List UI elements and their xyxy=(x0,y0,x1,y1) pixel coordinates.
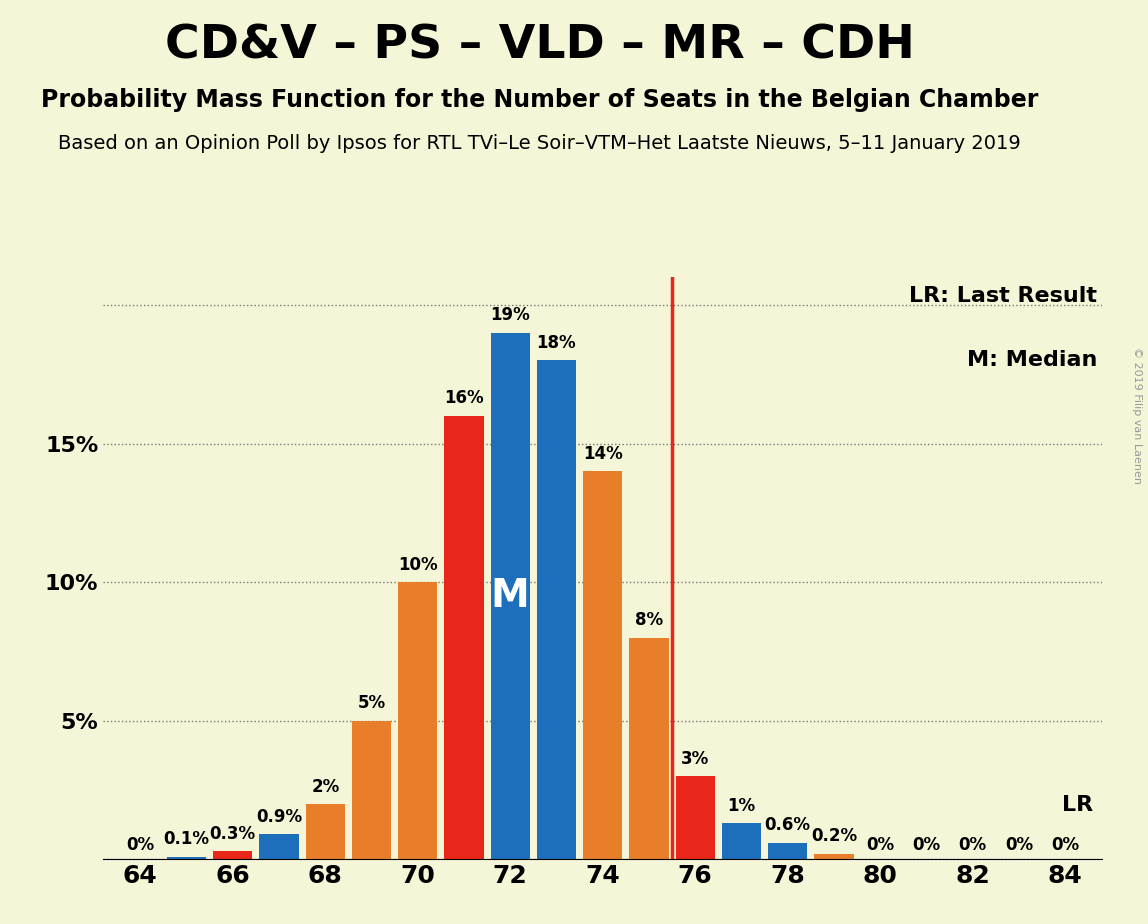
Text: 0%: 0% xyxy=(959,836,986,855)
Text: 16%: 16% xyxy=(444,390,483,407)
Text: Probability Mass Function for the Number of Seats in the Belgian Chamber: Probability Mass Function for the Number… xyxy=(41,88,1038,112)
Text: Based on an Opinion Poll by Ipsos for RTL TVi–Le Soir–VTM–Het Laatste Nieuws, 5–: Based on an Opinion Poll by Ipsos for RT… xyxy=(59,134,1021,153)
Text: LR: Last Result: LR: Last Result xyxy=(909,286,1097,306)
Bar xyxy=(675,776,715,859)
Bar xyxy=(305,804,344,859)
Bar xyxy=(814,854,854,859)
Bar xyxy=(351,721,391,859)
Text: © 2019 Filip van Laenen: © 2019 Filip van Laenen xyxy=(1132,347,1142,484)
Bar xyxy=(166,857,207,859)
Bar xyxy=(490,333,530,859)
Bar xyxy=(398,582,437,859)
Text: 10%: 10% xyxy=(398,556,437,574)
Text: 0.3%: 0.3% xyxy=(210,825,256,843)
Text: M: Median: M: Median xyxy=(967,350,1097,370)
Text: 0.9%: 0.9% xyxy=(256,808,302,826)
Text: LR: LR xyxy=(1062,795,1093,815)
Text: 0%: 0% xyxy=(1004,836,1033,855)
Text: 0%: 0% xyxy=(913,836,940,855)
Text: 0%: 0% xyxy=(1052,836,1079,855)
Text: 3%: 3% xyxy=(681,750,709,768)
Bar xyxy=(583,471,622,859)
Text: 0.2%: 0.2% xyxy=(810,828,856,845)
Text: 0.6%: 0.6% xyxy=(765,817,810,834)
Bar xyxy=(722,823,761,859)
Text: 14%: 14% xyxy=(583,445,622,463)
Text: 2%: 2% xyxy=(311,778,340,796)
Text: 0.1%: 0.1% xyxy=(163,831,210,848)
Text: 0%: 0% xyxy=(866,836,894,855)
Text: 19%: 19% xyxy=(490,307,530,324)
Text: 1%: 1% xyxy=(728,797,755,815)
Text: 5%: 5% xyxy=(357,695,386,712)
Bar xyxy=(444,416,483,859)
Bar xyxy=(768,843,807,859)
Text: M: M xyxy=(491,577,529,615)
Bar xyxy=(259,834,298,859)
Text: 0%: 0% xyxy=(126,836,154,855)
Bar xyxy=(629,638,668,859)
Text: CD&V – PS – VLD – MR – CDH: CD&V – PS – VLD – MR – CDH xyxy=(164,23,915,68)
Text: 18%: 18% xyxy=(536,334,576,352)
Text: 8%: 8% xyxy=(635,612,664,629)
Bar xyxy=(537,360,576,859)
Bar xyxy=(214,851,253,859)
